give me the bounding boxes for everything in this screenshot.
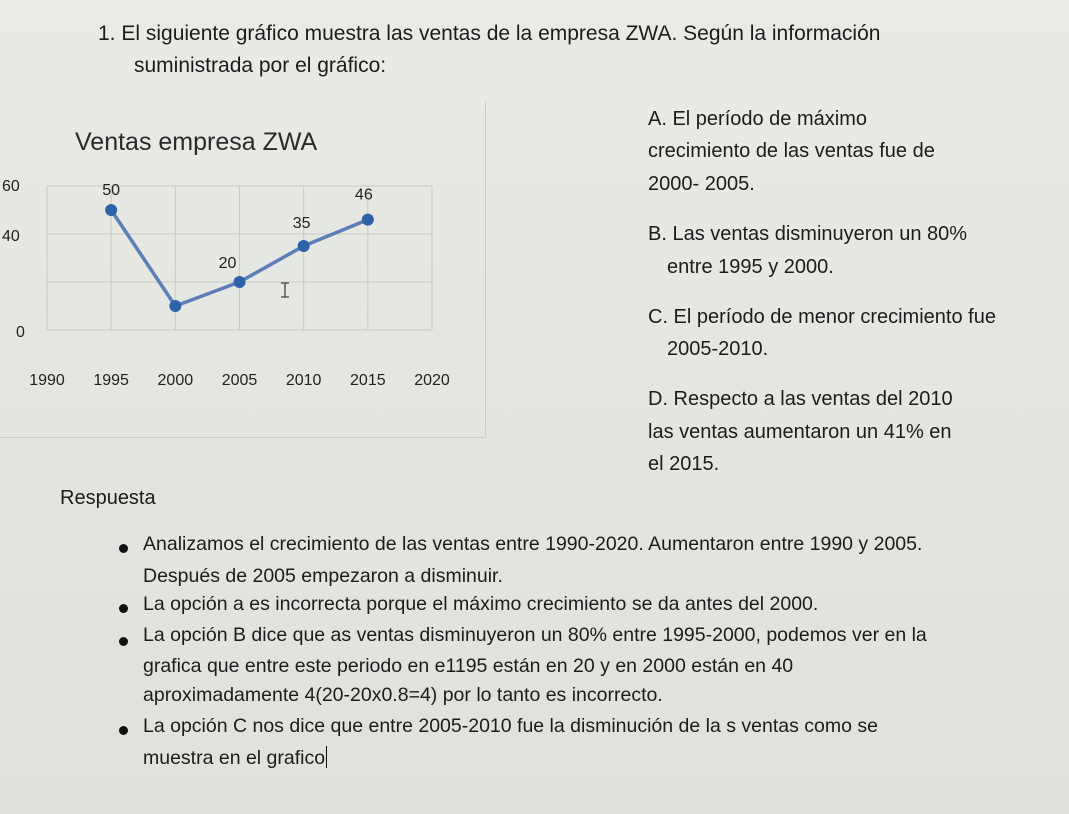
option-b-line-1: B. Las ventas disminuyeron un 80%	[648, 223, 968, 245]
y-tick-label: 60	[2, 178, 20, 195]
x-tick-label: 2000	[158, 372, 194, 389]
option-a-line-2: crecimiento de las ventas fue de	[648, 140, 935, 162]
data-point	[297, 240, 310, 252]
option-d-line-2: las ventas aumentaron un 41% en	[648, 421, 952, 443]
data-point	[233, 276, 246, 288]
answer-bullet-1-line-2: Después de 2005 empezaron a disminuir.	[143, 565, 503, 587]
option-d-line-1: D. Respecto a las ventas del 2010	[648, 388, 953, 410]
data-label: 35	[293, 215, 311, 232]
bullet-icon	[119, 604, 128, 613]
data-label: 20	[219, 255, 237, 272]
x-tick-label: 1990	[29, 372, 65, 389]
answer-bullet-4-line-1: La opción C nos dice que entre 2005-2010…	[143, 715, 878, 737]
bullet-icon	[119, 544, 128, 553]
data-point	[105, 204, 118, 216]
text-cursor-icon	[281, 282, 289, 298]
option-c-line-2: 2005-2010.	[667, 338, 769, 360]
answer-heading: Respuesta	[60, 487, 156, 509]
data-point	[169, 300, 182, 312]
data-label: 46	[355, 187, 373, 204]
sales-line-chart: 50 20 35 46 1990 1995 2000 2005 2010 2015 2020	[29, 182, 450, 389]
answer-bullet-4-line-2[interactable]: muestra en el grafico	[143, 746, 328, 770]
answer-bullet-1-line-1: Analizamos el crecimiento de las ventas …	[143, 533, 923, 555]
text-caret	[326, 746, 328, 768]
question-line-1: 1. El siguiente gráfico muestra las vent…	[98, 22, 881, 45]
option-d-line-3: el 2015.	[648, 453, 720, 475]
answer-text: muestra en el grafico	[143, 747, 326, 769]
x-tick-label: 2005	[222, 372, 258, 389]
x-tick-label: 2010	[286, 372, 322, 389]
x-tick-label: 2015	[350, 372, 386, 389]
x-tick-label: 2020	[414, 372, 450, 389]
option-b-line-2: entre 1995 y 2000.	[667, 256, 834, 278]
answer-bullet-3-line-2: grafica que entre este periodo en e1195 …	[143, 655, 794, 677]
answer-bullet-2-line-1: La opción a es incorrecta porque el máxi…	[143, 593, 819, 615]
y-tick-label: 0	[16, 324, 25, 341]
option-c-line-1: C. El período de menor crecimiento fue	[648, 306, 996, 328]
answer-bullet-3-line-1: La opción B dice que as ventas disminuye…	[143, 624, 927, 646]
chart-area	[0, 102, 486, 438]
bullet-icon	[119, 726, 128, 735]
y-tick-label: 40	[2, 228, 20, 245]
question-line-2: suministrada por el gráfico:	[134, 54, 387, 77]
option-a-line-1: A. El período de máximo	[648, 108, 867, 130]
data-label: 50	[102, 182, 120, 199]
bullet-icon	[119, 637, 128, 646]
x-tick-label: 1995	[93, 372, 129, 389]
data-point	[361, 213, 374, 226]
option-a-line-3: 2000- 2005.	[648, 173, 755, 195]
answer-bullet-3-line-3: aproximadamente 4(20-20x0.8=4) por lo ta…	[143, 684, 663, 706]
chart-title: Ventas empresa ZWA	[75, 128, 318, 156]
